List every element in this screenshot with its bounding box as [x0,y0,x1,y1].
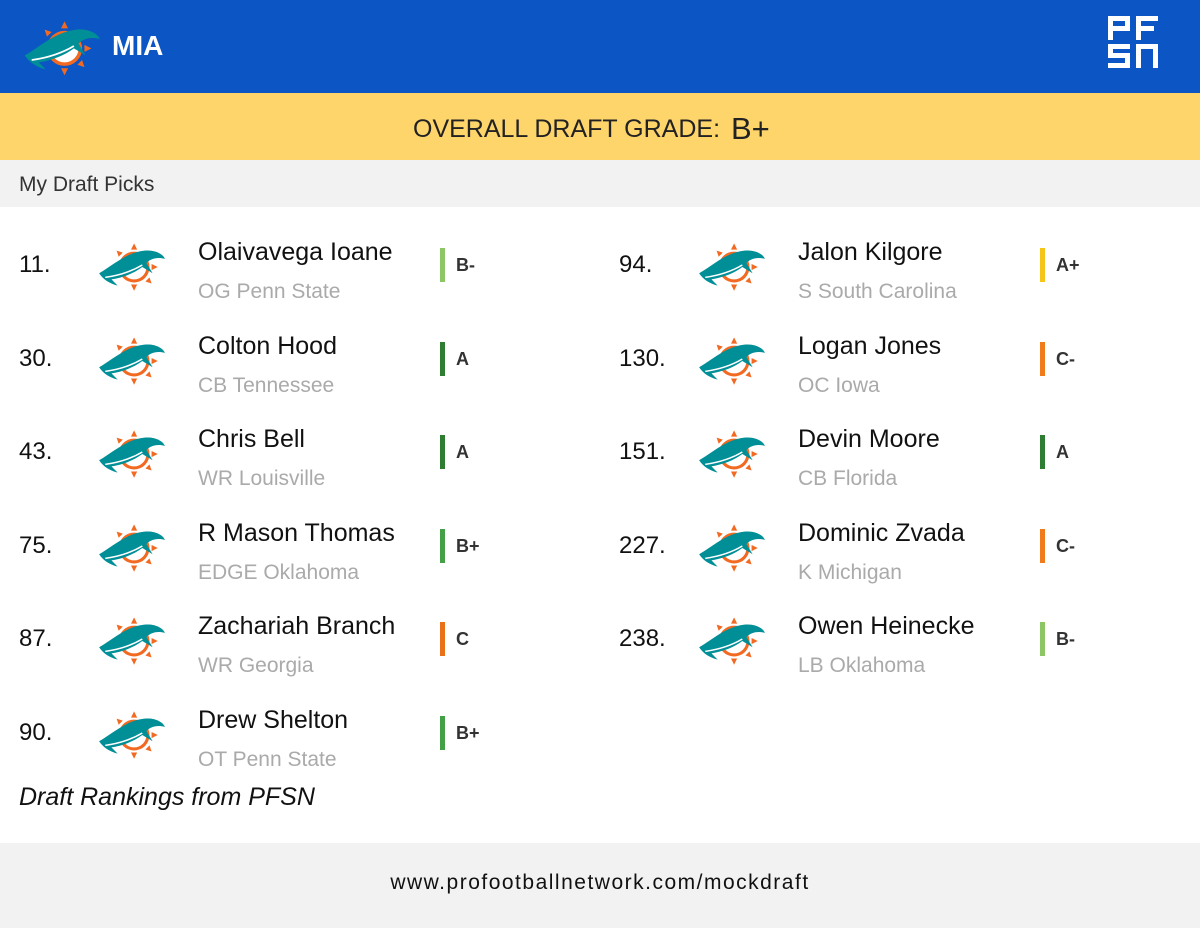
team-logo [98,336,166,386]
pick-number: 238. [619,625,666,653]
grade-indicator [440,716,445,750]
player-name: R Mason Thomas [198,518,395,547]
grade-indicator [440,435,445,470]
grade-band [0,93,1200,160]
player-position: OC Iowa [798,373,880,397]
grade-indicator [440,528,445,563]
team-logo [698,242,766,292]
player-name: Logan Jones [798,331,942,360]
team-logo [23,20,101,77]
source-note: Draft Rankings from PFSN [19,783,315,811]
grade-indicator [1040,435,1045,470]
grade-indicator [1040,528,1045,563]
player-name: Devin Moore [798,425,940,454]
pick-number: 87. [19,625,53,653]
pick-number: 151. [619,438,666,466]
player-position: EDGE Oklahoma [198,560,360,584]
pick-grade: B+ [456,723,480,743]
pick-grade: A [456,348,469,369]
pick-number: 30. [19,344,53,372]
team-logo [98,710,166,760]
pick-grade: C [456,629,469,650]
player-position: OG Penn State [198,280,341,303]
team-logo [698,617,766,666]
player-position: LB Oklahoma [798,654,926,678]
player-position: WR Georgia [198,654,314,678]
overall-grade: B+ [731,111,770,146]
pick-grade: B- [456,255,475,275]
grade-indicator [1040,341,1045,376]
player-name: Owen Heinecke [798,612,975,641]
team-abbreviation: MIA [112,30,164,61]
pick-number: 94. [619,251,653,278]
team-logo [98,242,166,292]
player-name: Jalon Kilgore [798,238,943,266]
header-band [0,0,1200,93]
pick-grade: B+ [456,535,480,556]
team-logo [98,617,166,666]
player-position: CB Florida [798,467,898,491]
team-logo [698,429,766,479]
grade-indicator [440,622,445,657]
player-name: Drew Shelton [198,706,349,734]
grade-indicator [1040,622,1045,657]
overall-grade-label: OVERALL DRAFT GRADE: [413,115,721,143]
footer-band [0,843,1200,928]
pick-grade: A+ [1056,255,1080,275]
pick-grade: C- [1056,535,1075,556]
team-logo [98,523,166,573]
pick-number: 90. [19,719,53,746]
section-band [0,160,1200,207]
pick-number: 11. [19,251,51,278]
player-position: WR Louisville [198,467,326,491]
pick-number: 227. [619,531,666,559]
player-name: Olaivavega Ioane [198,238,393,266]
player-name: Colton Hood [198,331,337,360]
pick-number: 43. [19,438,53,466]
pick-number: 130. [619,344,666,372]
player-position: CB Tennessee [198,373,335,397]
player-name: Zachariah Branch [198,612,396,641]
player-position: K Michigan [798,560,902,584]
player-name: Dominic Zvada [798,518,965,547]
pick-number: 75. [19,531,53,559]
player-position: OT Penn State [198,748,337,771]
team-logo [698,523,766,573]
pick-grade: B- [1056,629,1075,650]
grade-indicator [440,341,445,376]
team-logo [98,429,166,479]
player-position: S South Carolina [798,280,957,303]
grade-indicator [1040,248,1045,282]
brand-logo [1108,16,1158,68]
team-logo [698,336,766,386]
section-title: My Draft Picks [19,173,155,196]
grade-indicator [440,248,445,282]
pick-grade: A [1056,442,1069,463]
player-name: Chris Bell [198,425,305,454]
pick-grade: A [456,442,469,463]
pick-grade: C- [1056,348,1075,369]
footer-url: www.profootballnetwork.com/mockdraft [390,871,810,894]
